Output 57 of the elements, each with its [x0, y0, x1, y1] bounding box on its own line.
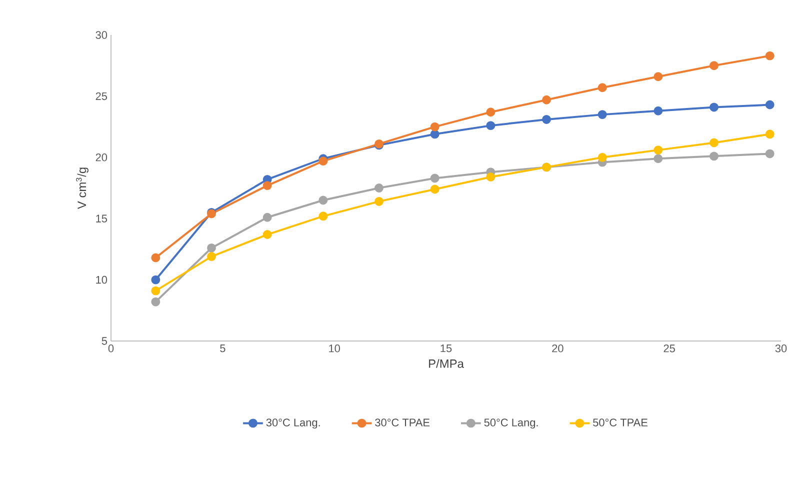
point [151, 253, 160, 262]
x-tick-label: 20 [552, 344, 564, 352]
legend-label: 50°C TPAE [593, 418, 648, 426]
point [765, 130, 774, 139]
point [710, 138, 718, 148]
point [710, 61, 718, 70]
point [318, 196, 328, 205]
point [654, 72, 663, 82]
y-tick-label: 30 [96, 31, 108, 39]
x-tick-label: 5 [220, 344, 226, 352]
point [598, 110, 607, 120]
legend-label: 30°C Lang. [266, 418, 320, 429]
point [486, 121, 496, 130]
x-tick-label: 15 [440, 344, 452, 352]
legend-label: 50°C Lang. [484, 418, 538, 429]
x-tick-label: 30 [775, 344, 787, 352]
point [598, 152, 607, 162]
point [262, 181, 272, 190]
point [654, 106, 663, 116]
point [765, 149, 774, 158]
y-tick-label: 15 [96, 214, 108, 222]
point [430, 174, 440, 183]
point [542, 95, 551, 104]
x-tick-label: 0 [108, 344, 114, 352]
point [765, 51, 774, 60]
legend-label: 30°C TPAE [375, 418, 430, 426]
point [710, 152, 718, 161]
point [318, 212, 328, 221]
x-axis-title: P/MPa [429, 359, 464, 368]
x-tick-label: 25 [664, 344, 675, 352]
y-axis-title: V cm$^{3}$/g [76, 168, 88, 210]
point [486, 172, 496, 182]
y-tick-label: 5 [102, 337, 108, 345]
point [710, 102, 718, 112]
point [318, 156, 328, 166]
point [654, 154, 663, 164]
y-tick-label: 20 [96, 154, 108, 162]
point [765, 100, 774, 110]
point [486, 108, 496, 117]
point [542, 114, 551, 124]
point [430, 130, 440, 139]
point [151, 297, 160, 306]
point [374, 196, 384, 206]
point [151, 275, 160, 284]
point [262, 212, 272, 222]
point [151, 286, 160, 296]
x-tick-label: 10 [329, 344, 340, 352]
point [430, 184, 440, 194]
point [430, 122, 440, 132]
point [598, 83, 607, 92]
y-tick-label: 25 [96, 92, 108, 100]
point [374, 184, 384, 192]
point [654, 146, 663, 155]
y-tick-label: 10 [96, 276, 108, 284]
point [207, 252, 216, 262]
point [262, 230, 272, 239]
point [207, 243, 216, 252]
